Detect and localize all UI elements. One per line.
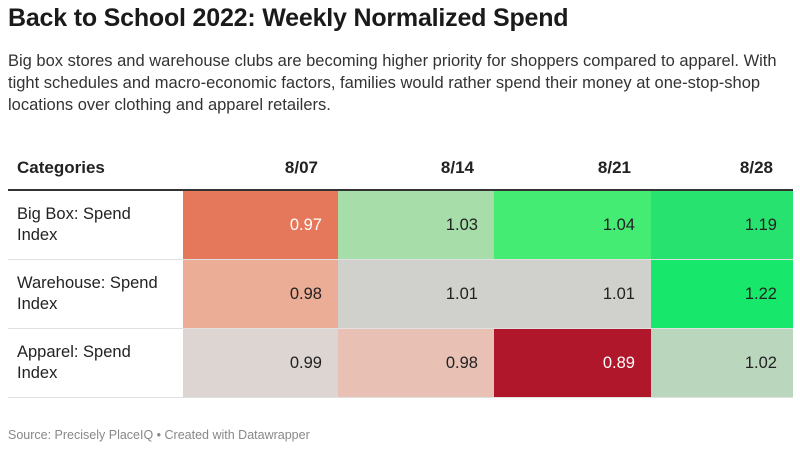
heatmap-cell: 1.03 (338, 190, 494, 260)
column-header: 8/07 (183, 146, 338, 191)
heatmap-cell: 0.97 (183, 190, 338, 260)
column-header: 8/14 (338, 146, 494, 191)
column-header: 8/28 (651, 146, 793, 191)
heatmap-cell: 1.01 (338, 259, 494, 329)
row-label: Big Box: Spend Index (8, 190, 183, 260)
heatmap-table: Categories 8/07 8/14 8/21 8/28 Big Box: … (8, 146, 793, 398)
chart-subtitle: Big box stores and warehouse clubs are b… (8, 52, 777, 114)
heatmap-cell: 1.22 (651, 259, 793, 329)
table-row: Big Box: Spend Index 0.97 1.03 1.04 1.19 (8, 190, 793, 260)
heatmap-cell: 0.98 (338, 328, 494, 398)
heatmap-cell: 0.98 (183, 259, 338, 329)
heatmap-cell: 1.01 (494, 259, 651, 329)
chart-title: Back to School 2022: Weekly Normalized S… (8, 4, 569, 32)
column-header: 8/21 (494, 146, 651, 191)
column-header-categories: Categories (8, 146, 183, 191)
row-label: Warehouse: Spend Index (8, 259, 183, 329)
heatmap-cell: 1.02 (651, 328, 793, 398)
table-row: Warehouse: Spend Index 0.98 1.01 1.01 1.… (8, 259, 793, 329)
header-row: Categories 8/07 8/14 8/21 8/28 (8, 146, 793, 191)
table-row: Apparel: Spend Index 0.99 0.98 0.89 1.02 (8, 328, 793, 398)
heatmap-cell: 0.99 (183, 328, 338, 398)
heatmap-cell: 0.89 (494, 328, 651, 398)
row-label: Apparel: Spend Index (8, 328, 183, 398)
source-note: Source: Precisely PlaceIQ • Created with… (8, 428, 310, 442)
heatmap-cell: 1.19 (651, 190, 793, 260)
heatmap-cell: 1.04 (494, 190, 651, 260)
